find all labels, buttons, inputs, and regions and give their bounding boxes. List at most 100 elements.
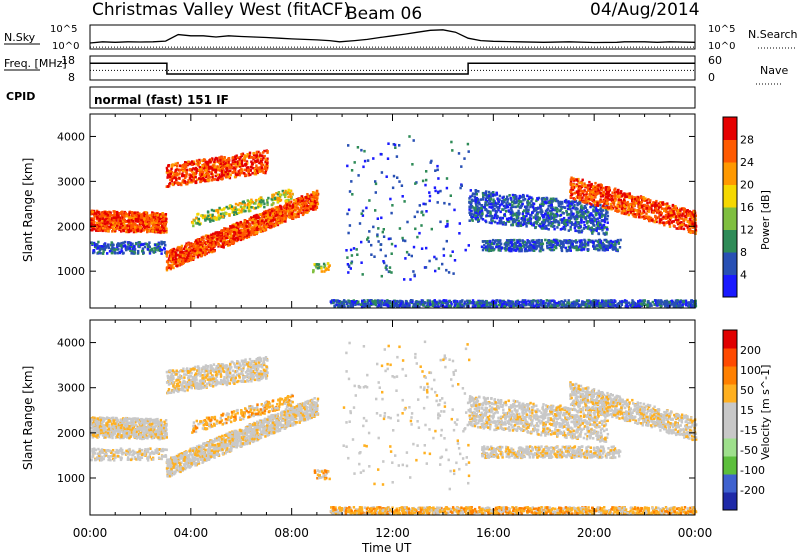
power-echo <box>169 257 172 261</box>
power-echo <box>270 203 273 207</box>
power-echo <box>259 218 262 221</box>
power-echo <box>503 213 506 216</box>
power-echo <box>544 209 548 213</box>
power-echo <box>261 215 264 219</box>
power-echo <box>535 199 538 203</box>
power-echo <box>620 190 623 193</box>
power-echo <box>235 236 238 240</box>
power-echo <box>139 243 143 247</box>
power-echo <box>238 163 241 167</box>
power-echo <box>659 210 662 214</box>
power-echo <box>157 225 160 229</box>
power-echo <box>239 156 242 159</box>
power-echo <box>247 171 250 175</box>
power-echo <box>276 206 279 209</box>
power-echo <box>287 208 290 212</box>
power-echo <box>128 247 131 250</box>
power-echo <box>98 246 101 249</box>
power-echo <box>178 172 181 175</box>
power-echo <box>485 190 488 193</box>
power-echo <box>102 213 105 217</box>
power-echo <box>200 214 203 217</box>
power-echo <box>222 243 225 247</box>
power-echo <box>582 246 586 249</box>
power-echo <box>514 195 517 199</box>
power-echo <box>566 241 569 245</box>
power-echo <box>122 228 125 232</box>
power-echo <box>125 214 128 218</box>
power-echo <box>553 227 556 231</box>
power-echo <box>616 248 619 251</box>
power-echo <box>535 209 538 212</box>
power-echo <box>471 192 475 195</box>
power-echo <box>560 218 564 221</box>
power-echo <box>243 168 247 172</box>
power-echo <box>537 238 541 242</box>
power-echo <box>266 157 269 161</box>
power-echo <box>278 196 281 200</box>
power-echo <box>237 227 240 230</box>
power-echo <box>211 240 214 244</box>
power-echo <box>606 247 609 251</box>
power-echo <box>516 205 519 208</box>
power-echo <box>136 220 140 223</box>
power-echo <box>592 209 595 213</box>
power-echo <box>266 203 269 207</box>
power-echo <box>233 158 236 161</box>
power-echo <box>101 246 104 250</box>
power-echo <box>261 163 265 167</box>
power-echo <box>211 250 215 253</box>
power-echo <box>223 172 227 175</box>
power-echo <box>257 203 260 207</box>
power-echo <box>177 182 181 185</box>
power-echo <box>289 189 292 192</box>
power-echo <box>186 181 190 184</box>
power-echo <box>306 196 310 200</box>
power-echo <box>582 215 585 218</box>
power-echo <box>248 151 252 155</box>
power-echo <box>577 222 580 226</box>
power-echo <box>178 164 182 167</box>
power-echo <box>90 212 93 216</box>
power-echo <box>475 192 478 196</box>
power-echo <box>611 242 614 245</box>
power-echo <box>181 180 184 183</box>
power-echo <box>529 247 532 251</box>
power-echo <box>254 171 258 175</box>
power-echo <box>278 216 281 219</box>
power-echo <box>253 156 256 160</box>
power-echo <box>587 220 590 223</box>
power-echo <box>287 195 290 199</box>
power-echo <box>220 177 224 181</box>
power-echo <box>185 172 188 176</box>
power-echo <box>562 212 565 215</box>
power-echo <box>519 221 523 225</box>
power-echo <box>483 203 487 207</box>
power-echo <box>142 251 145 254</box>
power-echo <box>187 242 190 246</box>
power-echo <box>558 200 561 204</box>
power-echo <box>232 234 236 238</box>
power-echo <box>165 266 169 269</box>
power-echo <box>100 212 104 215</box>
power-echo <box>159 227 162 230</box>
power-echo <box>256 222 260 225</box>
power-echo <box>276 198 279 201</box>
power-echo <box>154 243 157 247</box>
power-echo <box>300 195 303 198</box>
power-echo <box>250 233 253 237</box>
power-echo <box>249 173 252 177</box>
power-echo <box>273 218 276 221</box>
power-echo <box>532 224 535 227</box>
power-echo <box>506 218 510 221</box>
power-echo <box>184 163 187 166</box>
power-echo <box>258 213 262 216</box>
power-echo <box>96 243 99 246</box>
power-echo <box>260 203 263 206</box>
power-echo <box>196 222 199 225</box>
power-echo <box>547 223 550 227</box>
power-echo <box>232 223 235 226</box>
power-echo <box>592 244 595 248</box>
power-echo <box>118 251 121 255</box>
power-echo <box>320 270 323 273</box>
